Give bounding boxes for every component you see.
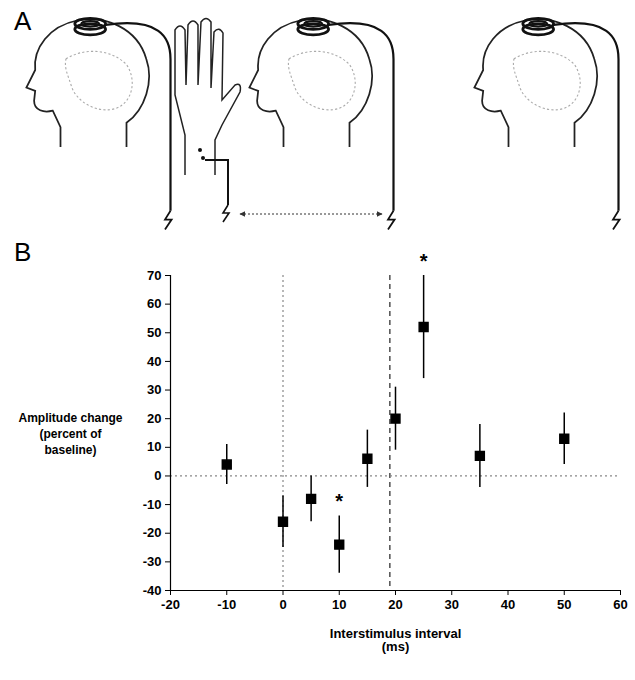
svg-text:60: 60: [613, 597, 627, 612]
svg-text:Amplitude change(percent ofbas: Amplitude change(percent ofbaseline): [18, 411, 122, 456]
svg-text:-10: -10: [217, 597, 236, 612]
html-text:A: A: [14, 6, 32, 36]
svg-text:10: 10: [147, 439, 161, 454]
svg-text:-40: -40: [143, 583, 162, 598]
svg-text:60: 60: [147, 296, 161, 311]
svg-text:50: 50: [147, 325, 161, 340]
svg-text:0: 0: [279, 597, 286, 612]
svg-text:20: 20: [147, 411, 161, 426]
svg-text:-10: -10: [143, 497, 162, 512]
svg-text:30: 30: [147, 382, 161, 397]
svg-text:*: *: [420, 250, 428, 272]
svg-text:0: 0: [154, 468, 161, 483]
svg-text:Interstimulus interval(ms): Interstimulus interval(ms): [330, 626, 461, 654]
svg-text:30: 30: [445, 597, 459, 612]
svg-text:-20: -20: [161, 597, 180, 612]
svg-text:40: 40: [147, 354, 161, 369]
svg-text:-30: -30: [143, 554, 162, 569]
svg-text:70: 70: [147, 268, 161, 283]
svg-text:10: 10: [332, 597, 346, 612]
svg-text:50: 50: [557, 597, 571, 612]
svg-text:40: 40: [501, 597, 515, 612]
svg-text:*: *: [335, 490, 343, 512]
svg-text:20: 20: [388, 597, 402, 612]
html-text:B: B: [14, 237, 32, 267]
svg-text:-20: -20: [143, 525, 162, 540]
